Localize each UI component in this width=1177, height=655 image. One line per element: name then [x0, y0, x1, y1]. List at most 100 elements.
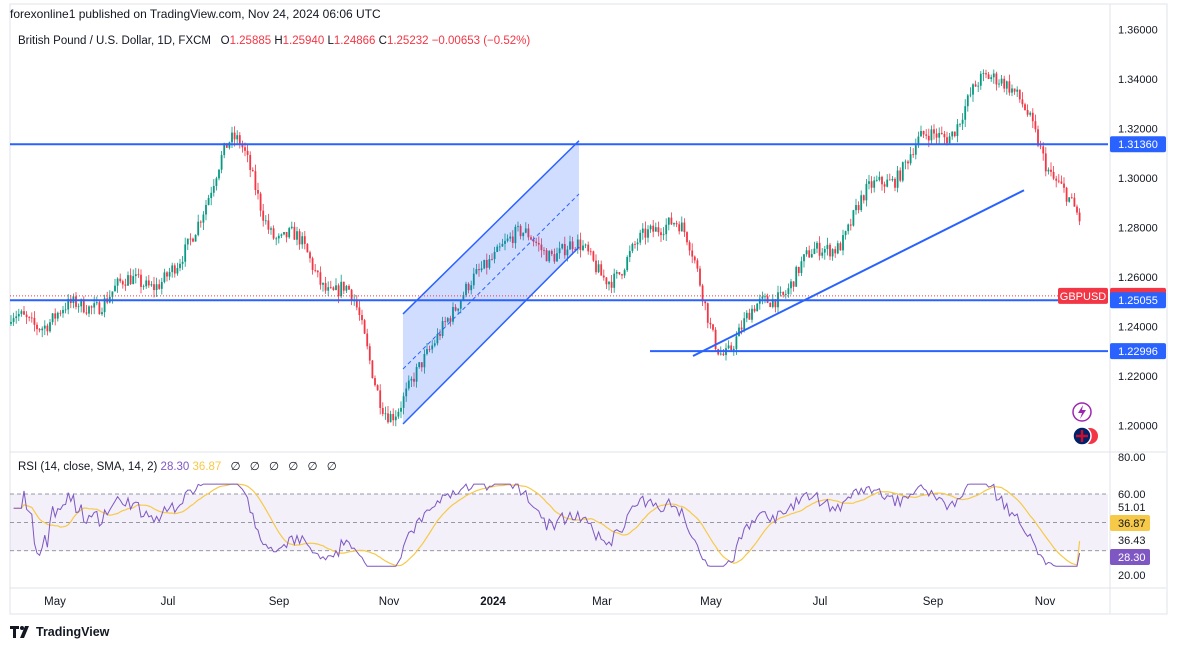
candle-body	[54, 313, 57, 319]
candle-body	[402, 396, 405, 408]
candle-body	[465, 283, 467, 295]
candle	[280, 233, 283, 239]
candle	[1011, 84, 1013, 97]
price-tick-label: 1.36000	[1118, 24, 1158, 36]
candle-body	[220, 155, 223, 170]
candle-body	[23, 311, 25, 315]
candle	[894, 177, 896, 192]
candle	[977, 82, 980, 93]
candle-body	[813, 248, 816, 255]
candle	[1029, 111, 1032, 117]
candle	[384, 406, 387, 420]
open-value: 1.25885	[229, 35, 272, 47]
candle	[457, 308, 460, 315]
candle-body	[532, 239, 535, 242]
candle-body	[730, 345, 733, 350]
candle	[67, 294, 70, 315]
candle-body	[218, 169, 220, 179]
candle-body	[488, 259, 491, 268]
candle-body	[270, 228, 272, 230]
candle	[10, 315, 12, 326]
candle-body	[979, 73, 982, 86]
candle	[696, 258, 699, 272]
candle-body	[498, 246, 501, 248]
close-value: 1.25232	[386, 35, 429, 47]
candle-body	[920, 131, 922, 137]
candle-body	[704, 301, 707, 304]
candle	[160, 277, 163, 295]
candle-body	[935, 133, 938, 138]
candle-body	[306, 243, 309, 253]
candle-body	[821, 252, 824, 256]
candle	[452, 302, 454, 325]
candle	[423, 349, 426, 374]
null-icon: ∅	[249, 461, 260, 473]
tradingview-logo[interactable]: TradingView	[10, 625, 109, 639]
candle-body	[470, 285, 473, 291]
candle	[59, 310, 62, 317]
candle-body	[147, 280, 150, 286]
candle-body	[46, 325, 49, 332]
candle-body	[943, 134, 946, 138]
candle-body	[1039, 145, 1042, 147]
candle	[228, 141, 231, 150]
candle	[17, 308, 20, 322]
candle	[766, 293, 769, 304]
candle	[194, 234, 197, 242]
candle-body	[514, 226, 517, 244]
candle	[374, 375, 376, 387]
price-tick-label: 1.20000	[1118, 420, 1158, 432]
symbol-title[interactable]: British Pound / U.S. Dollar, 1D, FXCM	[18, 35, 212, 47]
candle	[675, 220, 678, 228]
candle	[207, 194, 210, 206]
candle-body	[462, 294, 465, 301]
candle	[465, 281, 467, 298]
candle	[608, 280, 610, 291]
candle	[899, 167, 902, 183]
candle-body	[930, 129, 933, 141]
candle	[288, 226, 291, 239]
candle	[1005, 80, 1008, 95]
candle-body	[537, 242, 540, 245]
candle-body	[20, 311, 23, 314]
candle-body	[33, 317, 36, 325]
candle-body	[1076, 206, 1078, 213]
candle-body	[584, 244, 587, 246]
candle-body	[925, 134, 928, 136]
candle-body	[452, 307, 454, 322]
candle	[714, 327, 717, 352]
rsi-title[interactable]: RSI (14, close, SMA, 14, 2)	[18, 461, 158, 473]
candle	[1000, 74, 1003, 86]
candle	[340, 274, 343, 299]
candle	[862, 194, 865, 204]
candle-body	[423, 353, 426, 368]
candle	[283, 231, 285, 236]
candle	[634, 240, 636, 249]
candle	[1050, 162, 1052, 177]
candle-body	[160, 281, 163, 289]
candle	[90, 305, 93, 315]
candle-body	[249, 154, 252, 170]
candle-body	[553, 254, 556, 262]
candle	[964, 99, 967, 127]
candle	[595, 254, 597, 275]
candle-body	[491, 259, 493, 260]
rsi-label-text: 28.30	[1118, 552, 1146, 564]
price-tick-label: 1.32000	[1118, 123, 1158, 135]
candle	[111, 291, 114, 304]
candle	[368, 343, 371, 365]
candle-body	[233, 132, 236, 140]
candle	[979, 71, 982, 90]
candle	[925, 129, 928, 140]
rsi-legend: RSI (14, close, SMA, 14, 2) 28.30 36.87 …	[18, 459, 337, 473]
candle-body	[467, 283, 470, 291]
candle	[678, 221, 681, 235]
candle	[467, 282, 470, 294]
candle	[454, 304, 457, 312]
candle	[218, 169, 220, 181]
candle	[298, 228, 301, 250]
candle	[77, 303, 80, 313]
candle-body	[441, 321, 444, 336]
candle-body	[189, 238, 192, 240]
candle-body	[865, 183, 868, 201]
